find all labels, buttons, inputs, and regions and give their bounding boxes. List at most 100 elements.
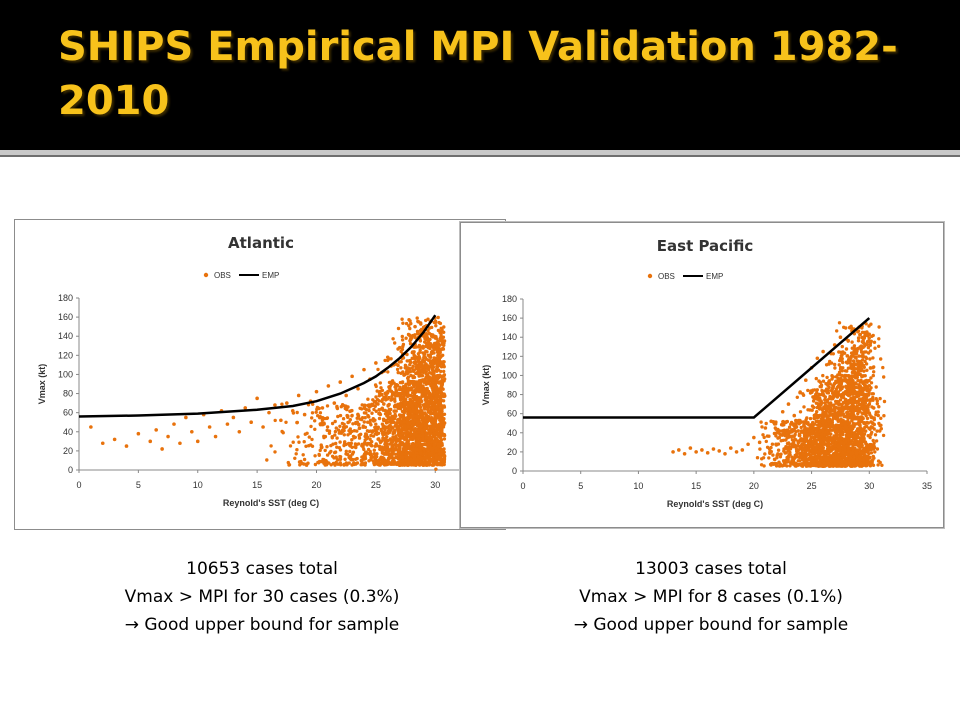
chart-0-obs-point — [404, 336, 408, 340]
chart-0-obs-point — [407, 446, 411, 450]
chart-0-obs-point — [346, 405, 350, 409]
chart-1-obs-point — [767, 456, 771, 460]
chart-0-obs-point — [406, 394, 410, 399]
chart-1-obs-point — [871, 395, 875, 400]
chart-1-obs-point — [870, 462, 874, 466]
chart-1-obs-point — [812, 442, 816, 446]
chart-1-obs-point — [774, 434, 778, 438]
chart-1-obs-point — [857, 398, 862, 403]
chart-0-obs-point — [430, 411, 435, 416]
chart-0-obs-point — [395, 421, 399, 425]
chart-0-obs-point — [429, 382, 433, 387]
chart-1-obs-point — [851, 446, 855, 450]
chart-0-obs-point — [318, 448, 322, 453]
chart-0-obs-point — [393, 424, 397, 428]
chart-0-obs-point — [433, 434, 437, 438]
chart-0-obs-point — [400, 442, 404, 447]
chart-1-obs-point — [875, 399, 879, 403]
chart-0-obs-point — [280, 402, 284, 406]
chart-1-obs-point — [793, 425, 797, 429]
chart-0-obs-point — [89, 425, 93, 429]
chart-1-obs-point — [850, 399, 854, 403]
chart-1-obs-point — [872, 441, 876, 445]
chart-0-obs-point — [330, 421, 335, 426]
chart-0-obs-point — [281, 431, 285, 435]
chart-0-obs-point — [315, 407, 319, 411]
chart-0-y-tick-label: 40 — [63, 427, 73, 437]
chart-0-obs-point — [374, 395, 378, 399]
chart-1-obs-point — [879, 357, 883, 361]
chart-0-obs-point — [427, 394, 431, 398]
chart-1-obs-point — [851, 454, 856, 458]
chart-0-obs-point — [368, 429, 373, 433]
chart-0-obs-point — [392, 397, 397, 401]
chart-1-legend-emp-label: EMP — [706, 272, 723, 281]
chart-1-obs-point — [771, 453, 775, 457]
chart-1-obs-point — [842, 441, 846, 446]
chart-0-obs-point — [396, 432, 401, 436]
chart-1-obs-point — [804, 452, 808, 456]
chart-0-obs-point — [398, 402, 402, 406]
chart-1-obs-point — [869, 381, 874, 385]
chart-1-obs-point — [810, 408, 814, 412]
chart-0-obs-point — [334, 426, 338, 430]
chart-0-obs-point — [322, 421, 326, 425]
chart-1-obs-point — [796, 439, 800, 444]
chart-0-obs-point — [374, 361, 378, 365]
chart-0-obs-point — [434, 431, 438, 435]
chart-1-obs-point — [871, 373, 875, 378]
chart-1-obs-point — [792, 434, 796, 439]
chart-1-y-tick-label: 140 — [502, 332, 517, 342]
chart-0-obs-point — [418, 405, 423, 410]
chart-0-obs-point — [437, 452, 442, 456]
chart-0-obs-point — [439, 424, 443, 428]
chart-0-obs-point — [439, 347, 443, 352]
chart-1-obs-point — [811, 399, 816, 403]
chart-0-obs-point — [433, 388, 437, 392]
chart-0-obs-point — [354, 421, 358, 426]
chart-1-obs-point — [798, 418, 802, 423]
chart-0-obs-point — [434, 381, 438, 385]
chart-0-obs-point — [261, 425, 265, 429]
chart-0-obs-point — [415, 423, 419, 428]
chart-0-obs-point — [338, 440, 342, 444]
chart-0-obs-point — [432, 440, 436, 444]
chart-0-obs-point — [374, 409, 378, 413]
chart-0-y-tick-label: 160 — [58, 312, 73, 322]
chart-1-obs-point — [842, 325, 846, 329]
chart-1-obs-point — [806, 388, 810, 393]
chart-0-obs-point — [366, 441, 370, 446]
chart-1-obs-point — [830, 464, 834, 468]
chart-1-obs-point — [827, 379, 832, 383]
chart-1-obs-point — [861, 341, 866, 345]
chart-1-obs-point — [785, 419, 789, 424]
chart-0-obs-point — [427, 326, 432, 330]
chart-1-obs-point — [760, 425, 764, 429]
chart-1-obs-point — [866, 345, 871, 350]
chart-1-obs-point — [834, 415, 838, 419]
chart-0-obs-point — [424, 432, 429, 436]
chart-1-obs-point — [814, 376, 818, 381]
chart-1-obs-point — [845, 385, 849, 389]
chart-0-obs-point — [432, 369, 437, 373]
chart-1-obs-point — [802, 405, 806, 409]
chart-0-obs-point — [387, 385, 391, 389]
chart-1-obs-point — [768, 449, 772, 453]
chart-0-obs-point — [405, 359, 409, 363]
chart-0-obs-point — [296, 435, 300, 439]
chart-0-obs-point — [417, 398, 421, 402]
chart-0-obs-point — [374, 422, 378, 426]
chart-0-obs-point — [334, 441, 338, 446]
chart-0-obs-point — [350, 414, 354, 418]
chart-0-y-tick-label: 0 — [68, 465, 73, 475]
chart-0-y-tick-label: 80 — [63, 389, 73, 399]
chart-0-obs-point — [355, 416, 359, 420]
chart-0-obs-point — [344, 449, 348, 453]
chart-0-obs-point — [310, 437, 314, 442]
chart-0-obs-point — [416, 454, 420, 458]
chart-0-obs-point — [318, 416, 322, 420]
chart-0-obs-point — [207, 425, 212, 429]
chart-1-obs-point — [882, 375, 886, 379]
chart-0-obs-point — [439, 438, 444, 442]
